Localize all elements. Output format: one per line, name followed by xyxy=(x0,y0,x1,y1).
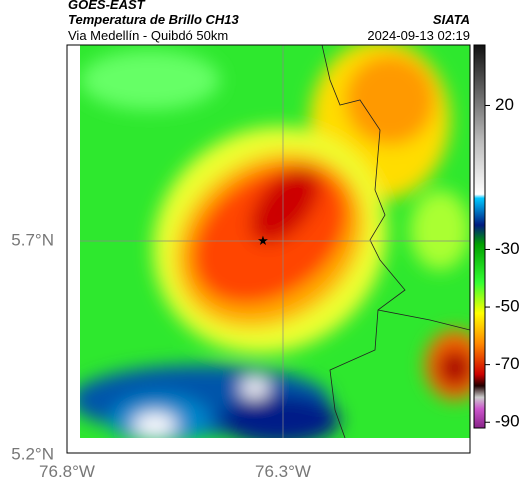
source: GOES-EAST xyxy=(68,0,146,12)
svg-text:★: ★ xyxy=(257,233,269,248)
colorbar: 20 -30 -50 -70 -90 xyxy=(473,44,520,431)
colorbar-tick-label: -70 xyxy=(495,354,520,373)
colorbar-tick-label: 20 xyxy=(495,95,514,114)
subtitle: Via Medellín - Quibdó 50km xyxy=(68,28,228,43)
lon-label: 76.3°W xyxy=(255,462,311,481)
lon-label: 76.8°W xyxy=(39,462,95,481)
colorbar-scale xyxy=(473,44,486,429)
lat-label: 5.7°N xyxy=(11,230,54,249)
agency: SIATA xyxy=(433,12,470,27)
colorbar-tick-label: -50 xyxy=(495,297,520,316)
lat-label: 5.2°N xyxy=(11,444,54,463)
title: Temperatura de Brillo CH13 xyxy=(68,12,240,27)
timestamp: 2024-09-13 02:19 xyxy=(367,28,470,43)
colorbar-tick-label: -30 xyxy=(495,239,520,258)
colorbar-tick-label: -90 xyxy=(495,412,520,431)
brightness-field: ★ xyxy=(80,45,470,438)
